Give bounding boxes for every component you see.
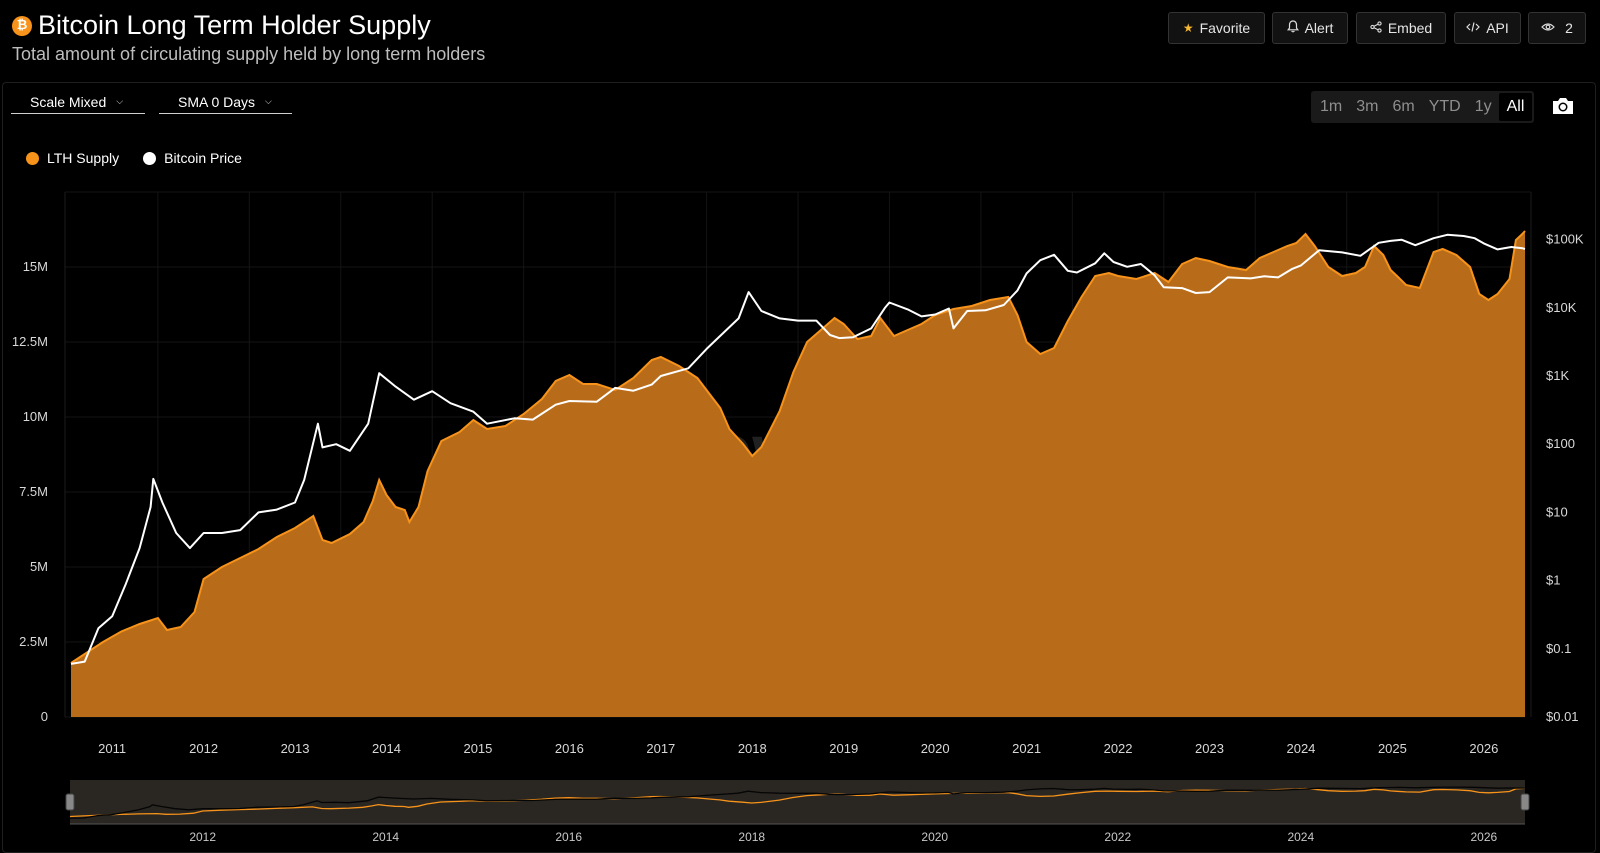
sma-label: SMA 0 Days xyxy=(178,93,256,110)
legend-label-price: Bitcoin Price xyxy=(164,150,242,166)
api-button[interactable]: API xyxy=(1454,12,1521,44)
legend-dot-price xyxy=(143,151,157,165)
favorite-label: Favorite xyxy=(1199,20,1251,36)
api-label: API xyxy=(1486,20,1509,36)
scale-label: Scale Mixed xyxy=(30,93,107,110)
chevron-down-icon: ⌵ xyxy=(265,96,272,107)
views-count: 2 xyxy=(1565,20,1573,36)
range-selector: 1m 3m 6m YTD 1y All xyxy=(1311,91,1535,123)
code-icon xyxy=(1466,21,1481,36)
chart-panel xyxy=(2,82,1596,853)
range-1m[interactable]: 1m xyxy=(1320,98,1343,115)
alert-button[interactable]: Alert xyxy=(1272,12,1348,44)
range-6m[interactable]: 6m xyxy=(1392,98,1415,115)
views-counter: 2 xyxy=(1528,12,1586,44)
embed-button[interactable]: Embed xyxy=(1356,12,1446,44)
range-all[interactable]: All xyxy=(1498,93,1533,121)
legend-item-lth-supply[interactable]: LTH Supply xyxy=(26,150,119,166)
alert-label: Alert xyxy=(1304,20,1334,36)
range-ytd[interactable]: YTD xyxy=(1428,98,1461,115)
legend-label-lth: LTH Supply xyxy=(47,150,120,166)
chart-legend: LTH Supply Bitcoin Price xyxy=(26,150,242,166)
range-3m[interactable]: 3m xyxy=(1356,98,1379,115)
share-icon xyxy=(1370,20,1382,36)
page-title: Bitcoin Long Term Holder Supply xyxy=(38,10,431,40)
favorite-button[interactable]: ★ Favorite xyxy=(1168,12,1265,44)
legend-item-bitcoin-price[interactable]: Bitcoin Price xyxy=(143,150,242,166)
legend-dot-lth xyxy=(26,151,39,165)
range-1y[interactable]: 1y xyxy=(1474,98,1492,115)
chevron-down-icon: ⌵ xyxy=(116,96,124,107)
bitcoin-icon: ₿ xyxy=(12,16,32,36)
page-subtitle: Total amount of circulating supply held … xyxy=(12,44,486,64)
embed-label: Embed xyxy=(1387,20,1433,36)
eye-icon xyxy=(1541,21,1555,35)
bell-icon xyxy=(1286,20,1299,36)
scale-dropdown[interactable]: Scale Mixed ⌵ xyxy=(11,90,145,114)
star-icon: ★ xyxy=(1182,21,1194,35)
camera-icon[interactable] xyxy=(1551,96,1575,121)
sma-dropdown[interactable]: SMA 0 Days ⌵ xyxy=(159,90,292,114)
